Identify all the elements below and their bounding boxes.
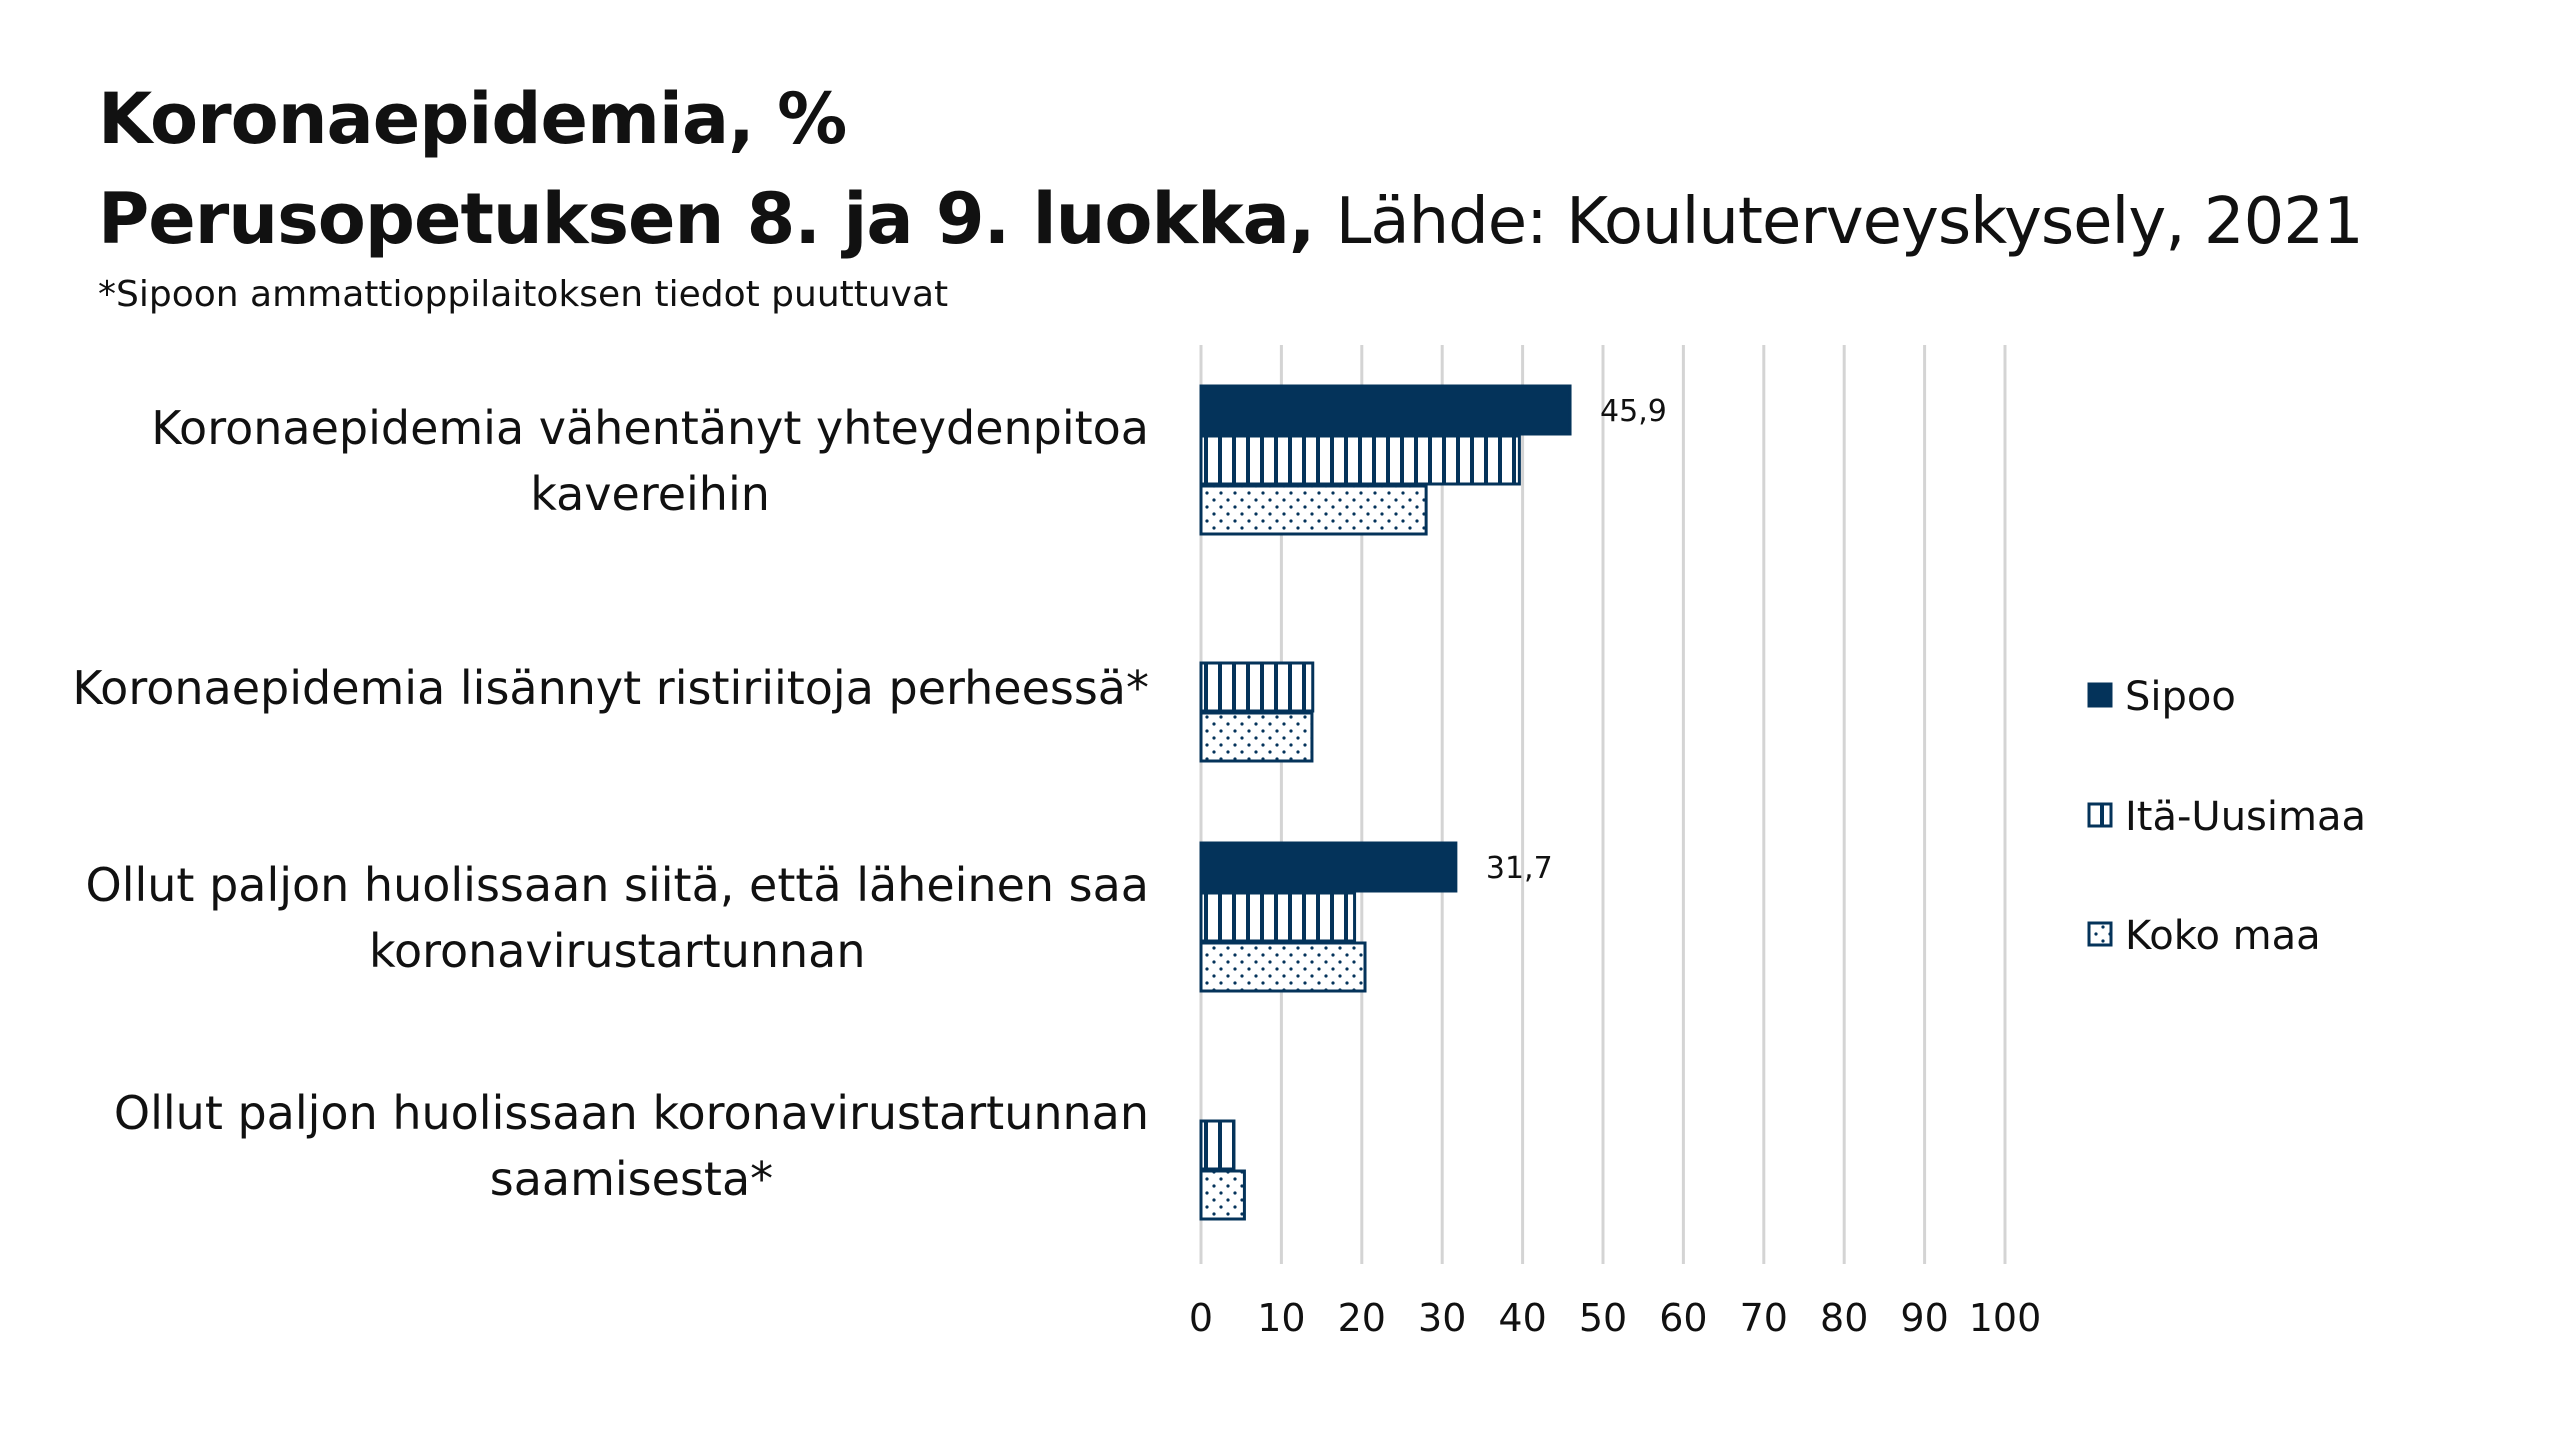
x-tick-label: 70 [1740,1296,1788,1340]
legend-swatch [2087,921,2113,947]
subtitle-group: Perusopetuksen 8. ja 9. luokka, [98,178,1315,260]
x-tick-label: 80 [1820,1296,1868,1340]
x-tick-label: 10 [1257,1296,1305,1340]
category-label: kavereihin [530,467,770,521]
data-label: 31,7 [1486,851,1553,886]
subtitle-source: Lähde: Kouluterveyskysely, 2021 [1335,185,2364,259]
x-tick-label: 20 [1338,1296,1386,1340]
legend-label: Itä-Uusimaa [2125,794,2366,840]
bar-it-uusimaa [1199,891,1357,943]
x-tick-label: 60 [1659,1296,1707,1340]
x-tick-label: 40 [1498,1296,1546,1340]
chart-subtitle: Perusopetuksen 8. ja 9. luokka, Lähde: K… [98,178,2364,260]
x-tick-label: 30 [1418,1296,1466,1340]
x-tick-label: 90 [1900,1296,1948,1340]
category-label: saamisesta* [490,1152,773,1206]
legend-label: Sipoo [2125,674,2236,720]
legend-label: Koko maa [2125,913,2321,959]
bar-sipoo [1199,384,1572,436]
footnote: *Sipoon ammattioppilaitoksen tiedot puut… [98,274,949,315]
data-label: 45,9 [1600,394,1667,429]
category-label: Koronaepidemia vähentänyt yhteydenpitoa [151,401,1149,455]
category-label: Ollut paljon huolissaan siitä, että lähe… [85,858,1149,912]
bar-it-uusimaa [1199,1119,1236,1171]
bar-sipoo [1199,841,1458,893]
category-label: Ollut paljon huolissaan koronavirustartu… [114,1086,1149,1140]
bar-it-uusimaa [1199,434,1521,486]
category-label: Koronaepidemia lisännyt ristiriitoja per… [72,661,1149,715]
bar-koko-maa [1199,1169,1246,1221]
legend-swatch [2087,682,2113,708]
bar-koko-maa [1199,711,1314,763]
legend-swatch [2087,802,2113,828]
category-label: koronavirustartunnan [369,924,866,978]
x-tick-label: 100 [1969,1296,2042,1340]
x-tick-label: 50 [1579,1296,1627,1340]
bar-it-uusimaa [1199,661,1315,713]
bar-koko-maa [1199,484,1428,536]
bar-koko-maa [1199,941,1367,993]
x-tick-label: 0 [1189,1296,1213,1340]
chart-title: Koronaepidemia, % [98,78,847,160]
